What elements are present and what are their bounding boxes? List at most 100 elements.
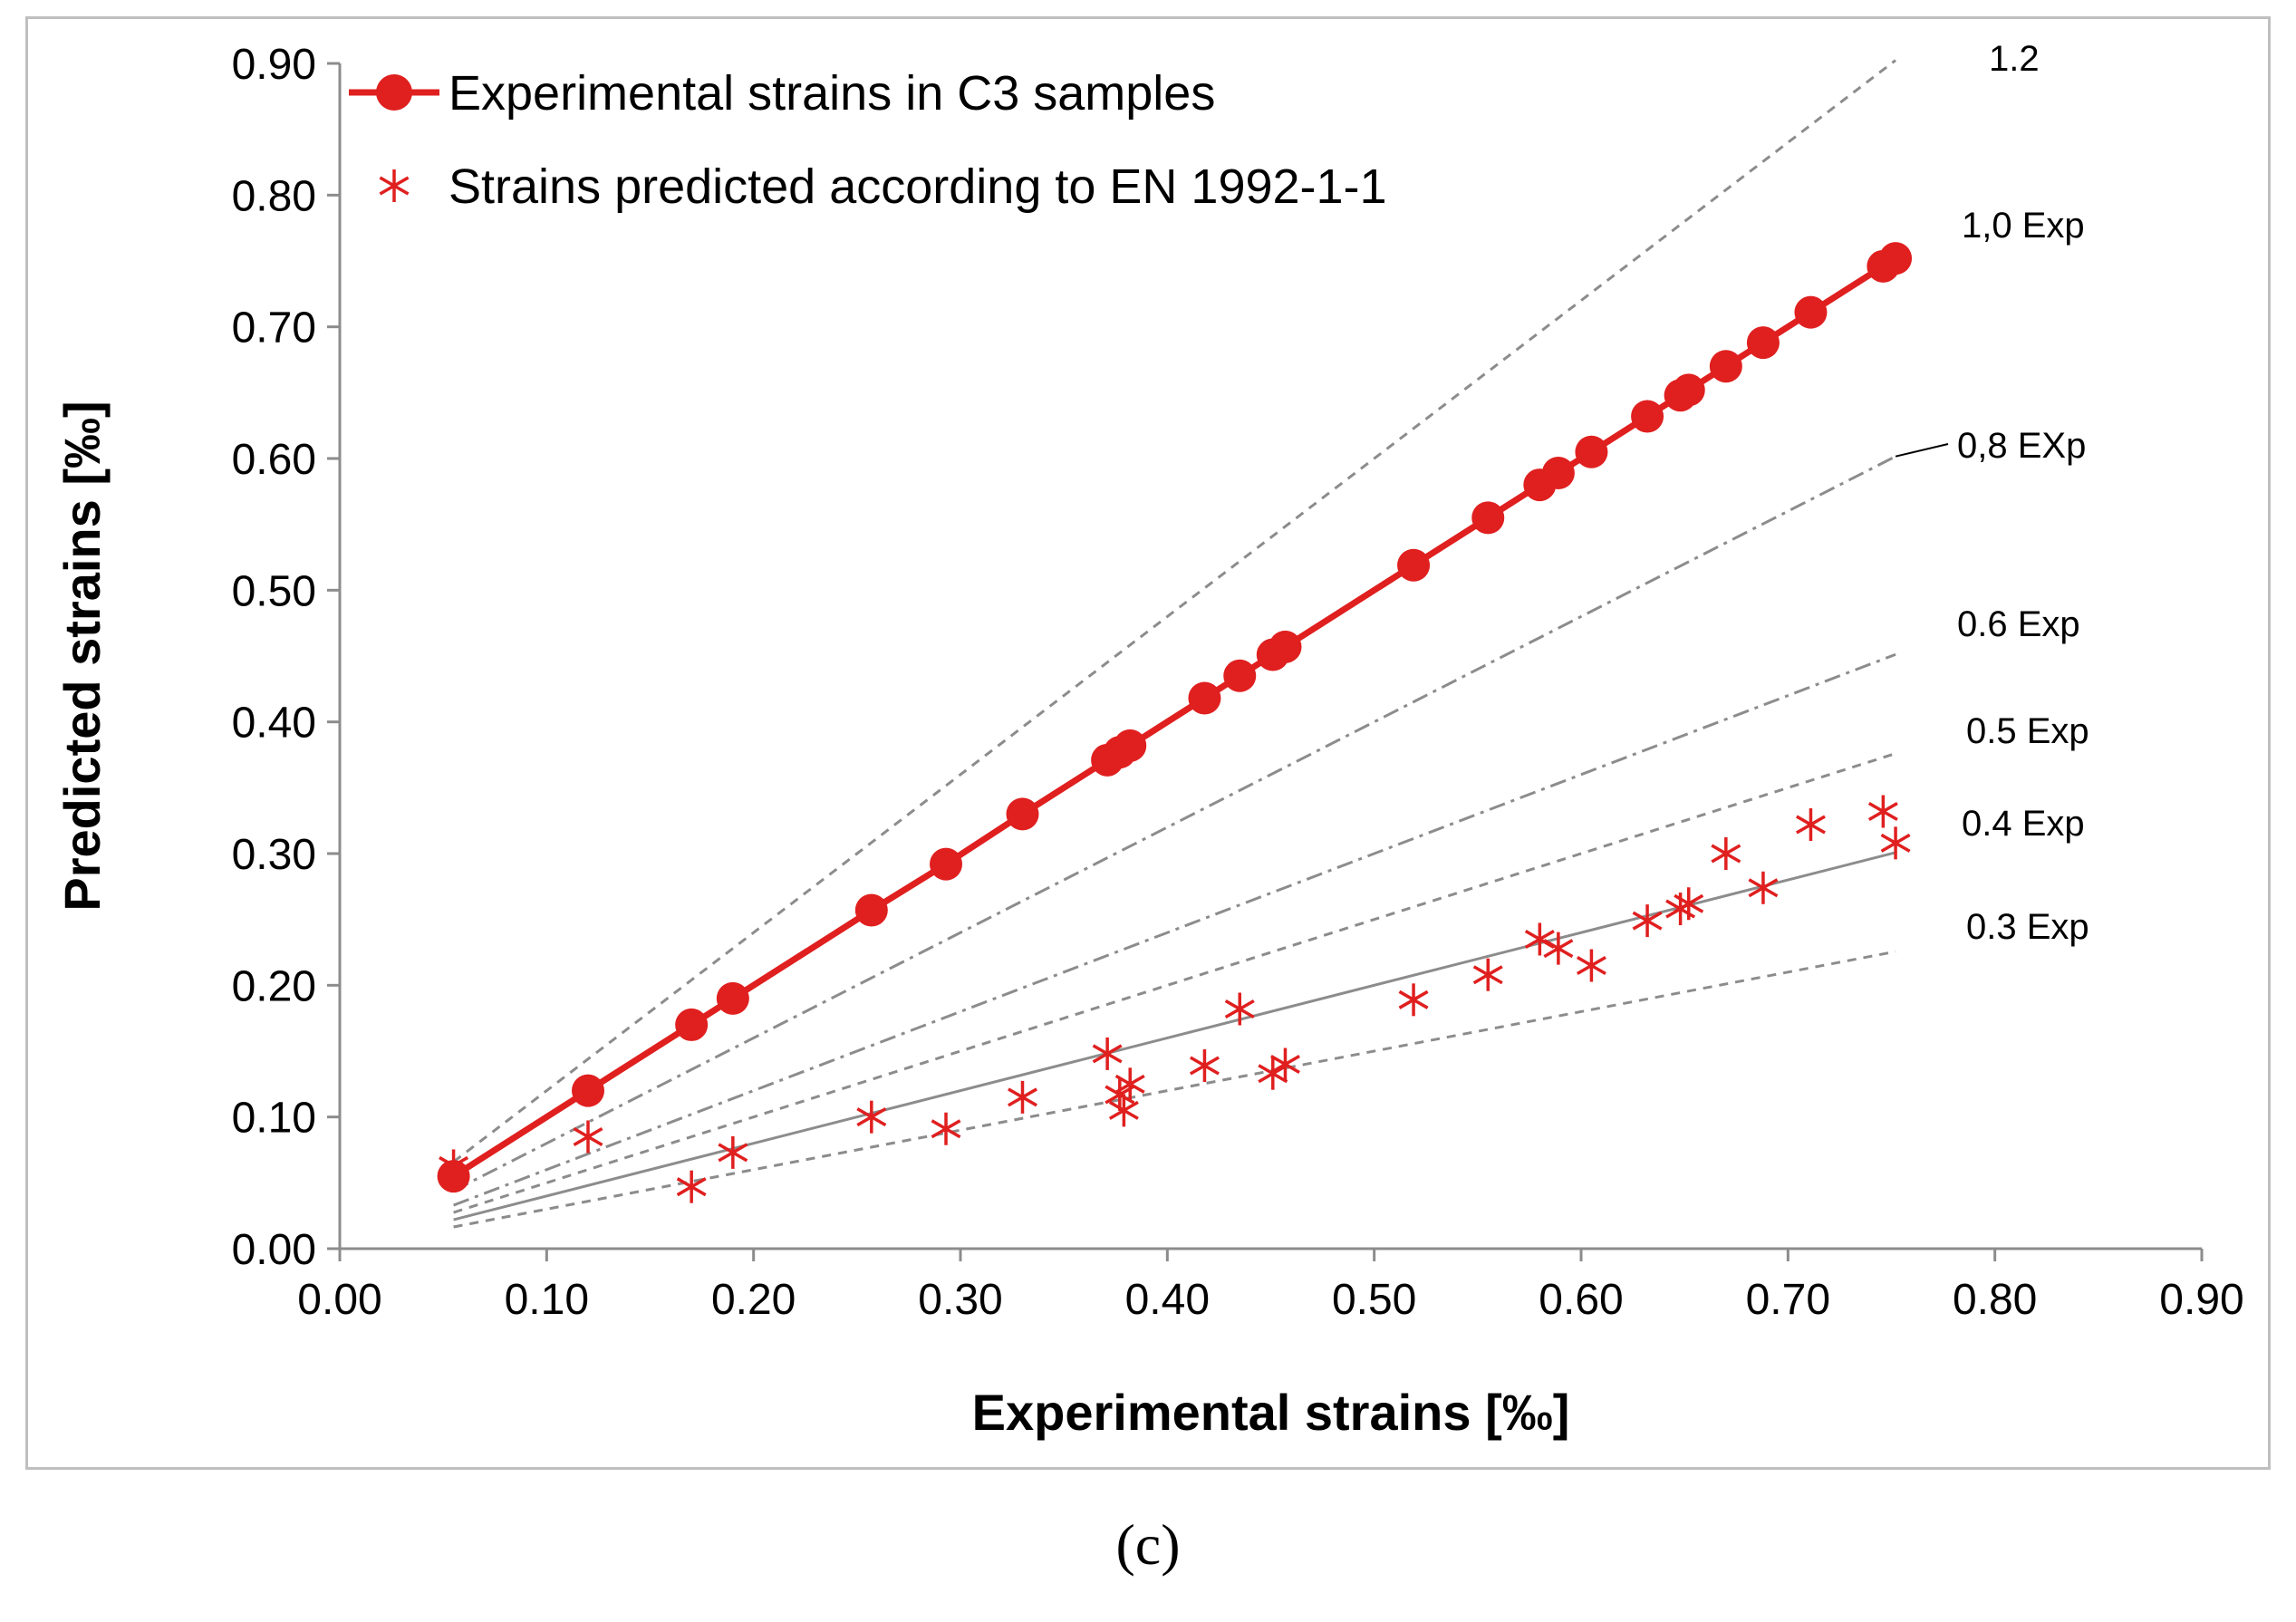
reference-label-1: 1,0 Exp [1962, 206, 2085, 246]
series-1-point-22-stroke [1674, 893, 1704, 913]
x-tick-label-4: 0.40 [1125, 1276, 1210, 1324]
y-tick-label-3: 0.30 [232, 831, 316, 879]
reference-label-3: 0.6 Exp [1957, 604, 2080, 644]
legend-marker-1 [379, 169, 410, 202]
series-1-point-3-stroke [718, 1143, 748, 1163]
series-1-point-4 [856, 1100, 887, 1134]
series-1-point-11 [1189, 1048, 1220, 1082]
series-1-point-0 [439, 1149, 469, 1183]
series-1-point-6-stroke [1008, 1087, 1037, 1107]
series-1-point-19-stroke [1576, 956, 1606, 976]
series-1-point-20 [1632, 904, 1663, 938]
reference-line-4 [453, 752, 1896, 1214]
series-1-point-25 [1795, 808, 1826, 842]
series-1-point-4-stroke [856, 1107, 887, 1127]
reference-line-2 [452, 455, 1896, 1192]
reference-label-5: 0.4 Exp [1962, 804, 2085, 844]
series-1-point-9-stroke [1108, 1100, 1139, 1120]
series-1-point-7 [1092, 1037, 1123, 1070]
x-tick-label-5: 0.50 [1332, 1276, 1416, 1324]
reference-label-0: 1.2 [1989, 39, 2040, 79]
x-tick-label-0: 0.00 [297, 1276, 381, 1324]
series-1-point-5-stroke [931, 1119, 961, 1139]
series-1-point-6 [1008, 1080, 1037, 1114]
reference-label-6: 0.3 Exp [1966, 907, 2089, 947]
series-1-point-18 [1543, 932, 1574, 965]
y-tick-label-1: 0.10 [232, 1095, 316, 1143]
chart-frame [25, 16, 2271, 1470]
series-1-point-11-stroke [1189, 1056, 1220, 1076]
reference-lines: 1.2 1,0 Exp 0,8 EXp 0.6 Exp 0.5 Exp 0.4 Exp 0.… [452, 39, 2089, 1229]
series-0-point-21 [1672, 373, 1705, 407]
series-1-point-18-stroke [1543, 939, 1574, 959]
series-1-point-23 [1711, 837, 1741, 870]
series-1-point-2 [676, 1170, 707, 1203]
x-tick-label-3: 0.30 [918, 1276, 1002, 1324]
series-1-point-15 [1398, 983, 1429, 1017]
series-0-point-19 [1631, 400, 1664, 433]
series-1-point-12-stroke [1224, 999, 1255, 1019]
x-tick-label-7: 0.70 [1746, 1276, 1830, 1324]
chart-svg: 1.2 1,0 Exp 0,8 EXp 0.6 Exp 0.5 Exp 0.4 Exp 0.… [53, 39, 2244, 1441]
series-0-point-23 [1746, 326, 1780, 360]
series-0-point-14 [1397, 548, 1431, 582]
x-tick-label-6: 0.60 [1539, 1276, 1623, 1324]
y-axis-title: Predicted strains [‰] [53, 401, 111, 911]
series-1-point-1-stroke [573, 1126, 603, 1146]
series-1-point-0-stroke [439, 1155, 469, 1175]
series-0-point-9 [1114, 729, 1147, 762]
series-1-point-7-stroke [1092, 1044, 1123, 1064]
legend-marker-1-stroke [379, 176, 410, 196]
reference-line-5 [453, 851, 1896, 1221]
series-0-point-18 [1575, 435, 1608, 468]
reference-label-4: 0.5 Exp [1966, 711, 2089, 751]
x-tick-label-2: 0.20 [711, 1276, 796, 1324]
y-tick-label-9: 0.90 [232, 41, 316, 89]
series-1-point-3 [718, 1135, 748, 1169]
series-1-point-27-stroke [1880, 833, 1911, 853]
legend-marker-0 [376, 74, 412, 111]
series-0-point-2 [675, 1008, 709, 1041]
series-1-point-27 [1880, 826, 1911, 860]
reference-label-leader [1895, 443, 1949, 458]
panel-label: (c) [1115, 1512, 1181, 1577]
series-1-point-24-stroke [1748, 878, 1779, 898]
legend-label-1: Strains predicted according to EN 1992-1… [449, 159, 1387, 214]
x-axis-title: Experimental strains [‰] [972, 1384, 1570, 1441]
y-tick-label-8: 0.80 [232, 172, 316, 220]
series-1-point-14-stroke [1270, 1055, 1300, 1075]
y-tick-label-7: 0.70 [232, 304, 316, 352]
y-tick-label-0: 0.00 [232, 1226, 316, 1274]
series-1-point-24 [1748, 871, 1779, 904]
reference-line-6 [453, 950, 1896, 1229]
series-0-point-5 [930, 847, 963, 881]
series-1-point-19 [1576, 949, 1606, 982]
series-1-point-1 [573, 1120, 603, 1154]
series-0-point-1 [572, 1074, 604, 1107]
y-tick-label-4: 0.40 [232, 700, 316, 748]
series-0-point-24 [1794, 295, 1828, 329]
series-1-point-17 [1524, 922, 1555, 956]
series-1-point-10-stroke [1114, 1074, 1145, 1094]
reference-label-2: 0,8 EXp [1957, 426, 2086, 466]
series-1-point-9 [1108, 1094, 1139, 1127]
series-1-point-20-stroke [1632, 911, 1663, 931]
series-1-point-16 [1472, 958, 1503, 991]
series-0-point-13 [1269, 630, 1302, 663]
series-1-point-25-stroke [1795, 815, 1826, 835]
series-0-point-6 [1006, 797, 1039, 831]
reference-line-3 [453, 652, 1896, 1207]
series-0-point-17 [1541, 456, 1575, 489]
series-1-point-17-stroke [1524, 929, 1555, 949]
series-1-point-12 [1224, 992, 1255, 1026]
y-tick-label-5: 0.50 [232, 567, 316, 615]
series-0-point-26 [1879, 242, 1913, 275]
series-1-point-10 [1114, 1067, 1145, 1101]
series-0-point-3 [716, 981, 749, 1015]
x-tick-label-8: 0.80 [1953, 1276, 2037, 1324]
series-0-point-15 [1471, 501, 1505, 535]
legend-label-0: Experimental strains in C3 samples [449, 66, 1215, 121]
x-tick-label-9: 0.90 [2159, 1276, 2243, 1324]
series-1-point-14 [1270, 1048, 1300, 1081]
series-1-point-5 [931, 1112, 961, 1145]
